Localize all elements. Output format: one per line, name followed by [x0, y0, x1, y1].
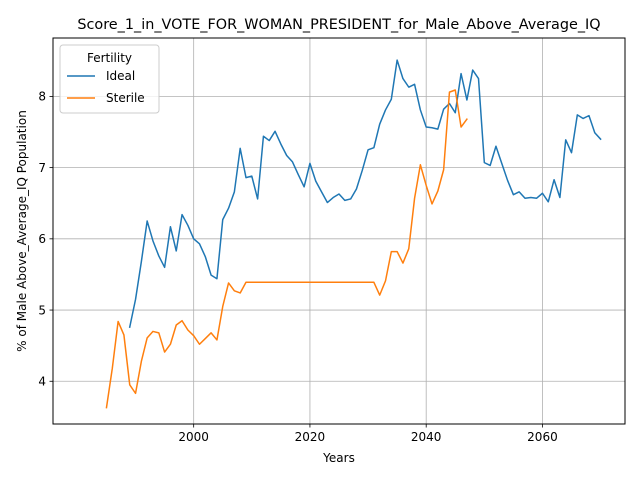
x-tick-label: 2000 — [178, 430, 209, 444]
x-tick-label: 2060 — [527, 430, 558, 444]
series-line-sterile — [105, 89, 468, 409]
series-line-ideal — [128, 59, 602, 329]
grid — [53, 38, 625, 424]
legend-box — [59, 44, 160, 114]
x-axis-ticks: 2000 2020 2040 2060 — [178, 424, 558, 444]
x-axis-label: Years — [322, 451, 355, 465]
plot-frame — [52, 37, 626, 425]
y-axis-label: % of Male Above_Average_IQ Population — [15, 110, 29, 352]
y-tick-label: 6 — [38, 232, 46, 246]
x-tick-label: 2040 — [411, 430, 442, 444]
y-tick-label: 8 — [38, 90, 46, 104]
y-tick-label: 4 — [38, 375, 46, 389]
series-lines — [105, 59, 602, 409]
legend-label-ideal: Ideal — [106, 69, 135, 83]
x-tick-label: 2020 — [295, 430, 326, 444]
chart-title: Score_1_in_VOTE_FOR_WOMAN_PRESIDENT_for_… — [77, 17, 600, 33]
legend: Fertility Ideal Sterile — [59, 44, 160, 114]
y-axis-ticks: 4 5 6 7 8 — [38, 90, 53, 389]
legend-label-sterile: Sterile — [106, 91, 145, 105]
y-tick-label: 7 — [38, 161, 46, 175]
y-tick-label: 5 — [38, 303, 46, 317]
legend-title: Fertility — [87, 51, 132, 65]
